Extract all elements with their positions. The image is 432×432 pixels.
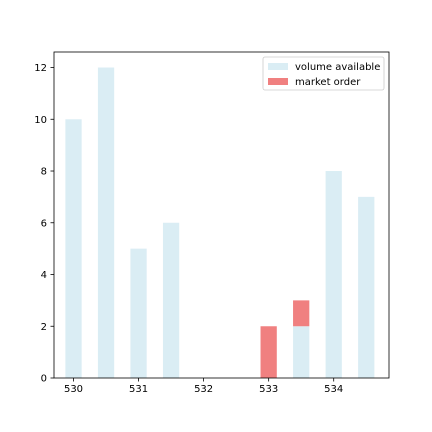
bar-series0-2 bbox=[130, 248, 147, 378]
x-tick-label-3: 533 bbox=[259, 384, 278, 395]
bars-layer bbox=[65, 67, 375, 379]
legend-swatch-0 bbox=[268, 63, 288, 70]
y-tick-label-6: 12 bbox=[34, 63, 47, 74]
legend-label-1: market order bbox=[295, 77, 361, 88]
legend-label-0: volume available bbox=[295, 62, 380, 73]
legend: volume available market order bbox=[262, 56, 385, 91]
legend-swatch-1 bbox=[268, 78, 288, 85]
bar-series1-1 bbox=[293, 300, 310, 327]
x-tick-label-4: 534 bbox=[324, 384, 343, 395]
x-tick-label-2: 532 bbox=[194, 384, 213, 395]
x-tick-label-1: 531 bbox=[129, 384, 148, 395]
bar-series0-6 bbox=[358, 196, 375, 378]
y-tick-label-1: 2 bbox=[41, 322, 47, 333]
axes-layer: 530 531 532 533 534 0 2 4 6 8 10 12 bbox=[34, 63, 343, 395]
y-tick-label-5: 10 bbox=[34, 115, 47, 126]
bar-series1-0 bbox=[260, 326, 277, 378]
x-tick-label-0: 530 bbox=[64, 384, 83, 395]
y-tick-label-3: 6 bbox=[41, 218, 47, 229]
y-tick-label-0: 0 bbox=[41, 374, 47, 385]
plot-area bbox=[54, 52, 389, 378]
y-tick-label-4: 8 bbox=[41, 167, 47, 178]
y-tick-label-2: 4 bbox=[41, 270, 47, 281]
bar-series0-5 bbox=[325, 171, 342, 378]
bar-series0-4 bbox=[293, 326, 310, 378]
bar-series0-0 bbox=[65, 119, 82, 379]
bar-series0-3 bbox=[162, 222, 180, 378]
legend-box bbox=[262, 56, 385, 91]
bar-series0-1 bbox=[97, 67, 115, 379]
plot-frame bbox=[53, 51, 390, 379]
